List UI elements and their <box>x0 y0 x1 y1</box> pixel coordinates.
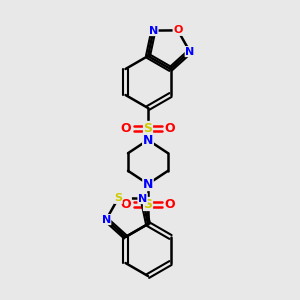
Text: O: O <box>165 122 175 134</box>
Text: N: N <box>143 134 153 146</box>
Text: O: O <box>173 26 182 35</box>
Text: N: N <box>143 178 153 190</box>
Text: O: O <box>121 197 131 211</box>
Text: S: S <box>143 122 152 134</box>
Text: O: O <box>165 197 175 211</box>
Text: O: O <box>121 122 131 134</box>
Text: S: S <box>114 194 122 203</box>
Text: S: S <box>143 197 152 211</box>
Text: N: N <box>101 214 111 225</box>
Text: N: N <box>143 134 153 146</box>
Text: N: N <box>149 26 158 36</box>
Text: N: N <box>138 194 147 204</box>
Text: N: N <box>185 46 194 57</box>
